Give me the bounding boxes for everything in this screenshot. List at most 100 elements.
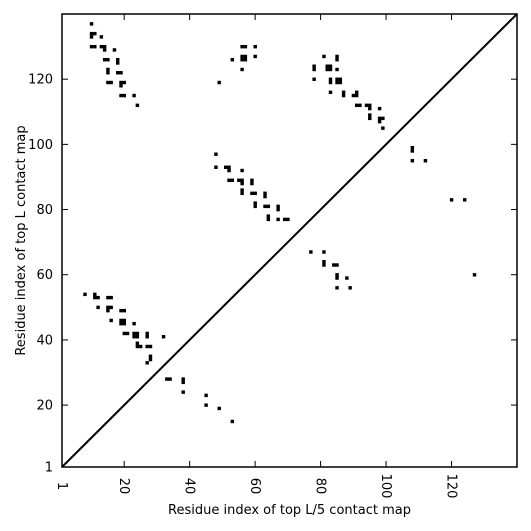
contact-point [322, 54, 326, 59]
contact-point [263, 194, 267, 199]
contact-point [243, 54, 248, 59]
contact-point [250, 178, 254, 183]
contact-point [253, 191, 257, 196]
contact-point [116, 57, 120, 62]
contact-point [119, 71, 123, 75]
contact-point [102, 48, 107, 52]
x-tick-label: 80 [313, 478, 328, 495]
contact-point [214, 152, 218, 156]
contact-point [250, 191, 254, 196]
contact-point [335, 80, 339, 85]
contact-point [116, 71, 120, 75]
contact-point [354, 103, 359, 108]
y-tick-label: 40 [36, 333, 53, 348]
contact-point [148, 354, 153, 358]
contact-point [230, 178, 235, 183]
contact-point [253, 201, 257, 205]
contact-point [217, 80, 221, 85]
contact-point [109, 295, 113, 300]
contact-point [335, 77, 339, 81]
contact-point [282, 217, 287, 222]
contact-point [381, 126, 385, 130]
y-tick-label: 20 [36, 399, 53, 414]
contact-point [145, 331, 149, 336]
x-tick-label: 1 [54, 482, 69, 490]
contact-point [148, 357, 153, 362]
y-tick-label: 80 [36, 203, 53, 218]
contact-point [276, 217, 280, 222]
contact-point [89, 35, 94, 39]
contact-point [119, 80, 123, 85]
contact-point [135, 344, 140, 349]
contact-point [93, 31, 97, 36]
contact-point [368, 106, 372, 111]
contact-point [266, 204, 271, 209]
contact-point [89, 22, 94, 26]
contact-point [230, 57, 235, 62]
contact-point [122, 321, 126, 326]
contact-point [358, 103, 362, 108]
contact-point [266, 214, 271, 218]
contact-point [165, 377, 169, 381]
contact-point [132, 331, 136, 336]
contact-point [135, 341, 140, 345]
contact-point [250, 181, 254, 186]
contact-point [312, 64, 316, 68]
contact-point [106, 67, 110, 72]
contact-point [93, 44, 97, 49]
contact-point [240, 54, 244, 59]
x-axis-ticks: 1 20 40 60 80 100 120 [54, 14, 459, 498]
contact-point [364, 103, 369, 108]
contact-point [335, 286, 339, 290]
contact-point [181, 380, 185, 385]
contact-point [240, 57, 244, 62]
contact-point [83, 292, 87, 297]
contact-point [145, 344, 149, 349]
contact-point [122, 308, 126, 313]
contact-point [119, 93, 123, 98]
y-axis-title: Residue index of top L contact map [14, 125, 29, 355]
contact-point [472, 273, 477, 277]
contact-point [240, 67, 244, 72]
data-points [83, 22, 477, 424]
contact-point [227, 165, 231, 169]
y-tick-label: 120 [28, 73, 53, 88]
contact-point [237, 178, 241, 183]
contact-point [240, 178, 244, 183]
contact-point [96, 295, 100, 300]
contact-point [181, 377, 185, 381]
contact-point [240, 181, 244, 186]
contact-point [312, 67, 316, 72]
contact-point [240, 191, 244, 196]
contact-point [335, 54, 339, 59]
contact-point [214, 165, 218, 169]
contact-point [227, 168, 231, 173]
contact-point [263, 204, 267, 209]
contact-point [377, 106, 382, 111]
contact-point [351, 93, 356, 98]
contact-point [145, 335, 149, 339]
contact-point [328, 80, 333, 85]
contact-point [423, 159, 428, 163]
contact-point [109, 80, 113, 85]
contact-point [135, 103, 140, 108]
contact-point [240, 168, 244, 173]
contact-point [354, 93, 359, 98]
diagonal-line [61, 13, 518, 468]
contact-point [322, 263, 326, 267]
x-tick-label: 20 [116, 478, 131, 495]
contact-point [93, 295, 97, 300]
contact-point [240, 44, 244, 49]
contact-point [125, 331, 130, 336]
contact-point [410, 149, 415, 153]
contact-point [135, 335, 140, 339]
contact-point [96, 305, 100, 310]
contact-point [99, 35, 104, 39]
contact-point [253, 44, 257, 49]
contact-point [106, 305, 110, 310]
contact-point [99, 44, 104, 49]
contact-point [286, 217, 290, 222]
contact-point [161, 335, 166, 339]
contact-point [325, 67, 329, 72]
contact-point [93, 292, 97, 297]
